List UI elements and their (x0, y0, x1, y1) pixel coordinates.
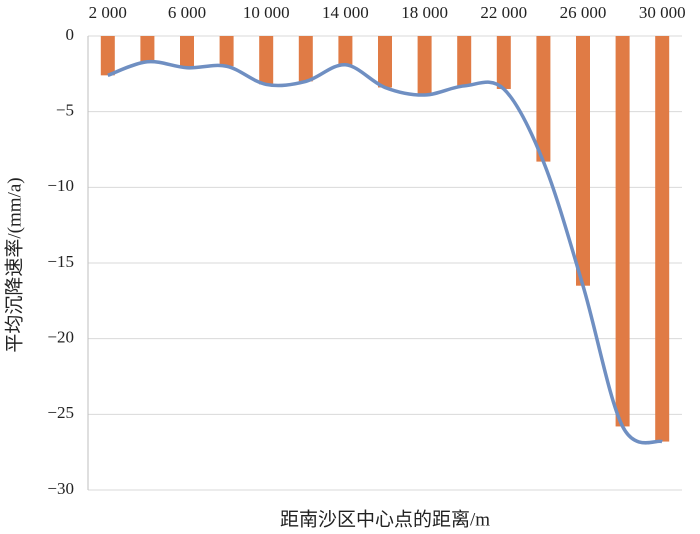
y-tick-label: −15 (47, 252, 74, 271)
y-tick-label: −30 (47, 479, 74, 498)
x-tick-label: 22 000 (480, 3, 527, 22)
bar (140, 36, 155, 62)
x-tick-label: 2 000 (89, 3, 127, 22)
bar (378, 36, 392, 88)
bar (338, 36, 353, 65)
y-tick-label: 0 (66, 25, 75, 44)
bar (536, 36, 551, 162)
bar (655, 36, 670, 442)
trend-line (107, 59, 663, 445)
bar (417, 36, 432, 96)
bar (576, 36, 590, 286)
bar (180, 36, 194, 68)
y-tick-label: −25 (47, 403, 74, 422)
x-tick-label: 18 000 (401, 3, 448, 22)
y-axis-title: 平均沉降速率/(mm/a) (3, 177, 25, 352)
y-tick-label: −20 (47, 328, 74, 347)
bar (219, 36, 234, 67)
bar (259, 36, 274, 85)
bar (615, 36, 630, 427)
bar (457, 36, 472, 86)
x-tick-label: 14 000 (322, 3, 369, 22)
y-tick-label: −5 (56, 101, 74, 120)
x-tick-label: 6 000 (168, 3, 206, 22)
x-axis-title: 距南沙区中心点的距离/m (280, 508, 490, 530)
bar (298, 36, 313, 82)
x-tick-label: 10 000 (243, 3, 290, 22)
x-tick-label: 26 000 (560, 3, 607, 22)
y-tick-label: −10 (47, 176, 74, 195)
bar (496, 36, 511, 89)
x-tick-label: 30 000 (639, 3, 686, 22)
bar (100, 36, 115, 76)
